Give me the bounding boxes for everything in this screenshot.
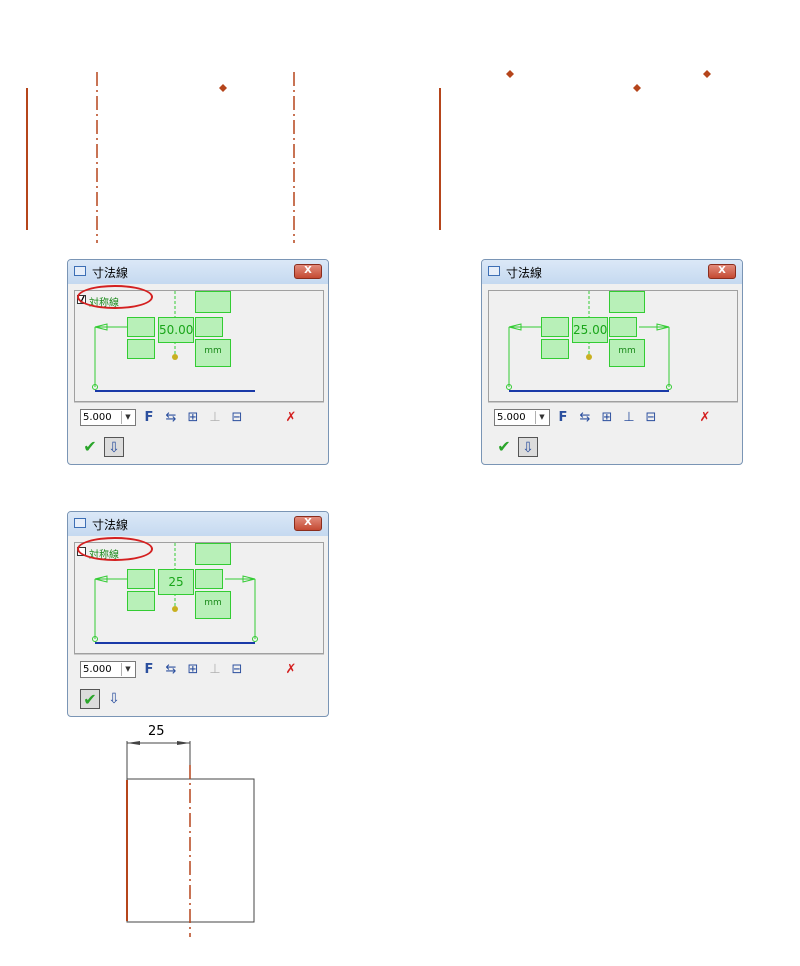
dimension-dialog-1: 寸法線 X 対称線 50.00 mm 5.000 ▼ F ⇆ ⊞ ⊥ ⊟ ✗ — [67, 259, 329, 465]
delete-icon[interactable]: ✗ — [699, 410, 711, 425]
text-box-top — [195, 543, 231, 565]
dialog-title: 寸法線 — [92, 266, 129, 280]
format-icon[interactable]: F — [144, 662, 154, 677]
ok-check-icon[interactable]: ✔ — [497, 437, 511, 456]
size-value: 5.000 — [497, 412, 526, 423]
chevron-down-icon[interactable]: ▼ — [535, 411, 548, 424]
format-icon[interactable]: F — [558, 410, 568, 425]
exit-door-icon[interactable]: ⇩ — [518, 437, 538, 457]
exit-door-icon[interactable]: ⇩ — [108, 691, 120, 707]
dimension-both-icon[interactable]: ⊟ — [645, 410, 657, 425]
dimension-edit-icon[interactable]: ⊞ — [187, 410, 199, 425]
dimension-preview: 25.00 mm — [488, 290, 738, 402]
dialog-title: 寸法線 — [506, 266, 543, 280]
diamond-marker — [703, 70, 711, 78]
chevron-down-icon[interactable]: ▼ — [121, 663, 134, 676]
delete-icon[interactable]: ✗ — [285, 662, 297, 677]
text-box-left-lower — [541, 339, 569, 359]
dialog-title: 寸法線 — [92, 518, 129, 532]
swap-arrow-icon[interactable]: ⇆ — [579, 410, 591, 425]
dimension-disabled-icon: ⊥ — [209, 410, 221, 425]
window-icon — [74, 266, 86, 276]
dimension-value-box: 25 — [158, 569, 194, 595]
dialog-toolbar: 5.000 ▼ F ⇆ ⊞ ⊥ ⊟ ✗ — [74, 402, 324, 433]
size-combo[interactable]: 5.000 ▼ — [80, 409, 136, 426]
window-icon — [74, 518, 86, 528]
dimension-both-icon[interactable]: ⊟ — [231, 410, 243, 425]
preview-graphic — [506, 291, 672, 392]
close-button[interactable]: X — [708, 264, 736, 279]
text-box-right — [195, 317, 223, 337]
unit-box: mm — [195, 339, 231, 367]
format-icon[interactable]: F — [144, 410, 154, 425]
unit-box: mm — [609, 339, 645, 367]
dimension-edit-icon[interactable]: ⊞ — [601, 410, 613, 425]
diamond-marker — [506, 70, 514, 78]
unit-box: mm — [195, 591, 231, 619]
dimension-value-box: 25.00 — [572, 317, 608, 343]
dialog-toolbar: 5.000 ▼ F ⇆ ⊞ ⊥ ⊟ ✗ — [488, 402, 738, 433]
dialog-bottom-bar: ✔ ⇩ — [488, 434, 738, 460]
swap-arrow-icon[interactable]: ⇆ — [165, 410, 177, 425]
ok-check-icon[interactable]: ✔ — [83, 437, 97, 456]
diamond-marker — [219, 84, 227, 92]
dimension-disabled-icon: ⊥ — [209, 662, 221, 677]
dimension-edit-icon[interactable]: ⊞ — [187, 662, 199, 677]
dialog-bottom-bar: ✔ ⇩ — [74, 434, 324, 460]
diamond-marker — [633, 84, 641, 92]
dimension-value-label: 25 — [148, 724, 165, 739]
dimension-dialog-2: 寸法線 X 25.00 mm 5.000 ▼ F ⇆ ⊞ ⊥ ⊟ ✗ — [481, 259, 743, 465]
swap-arrow-icon[interactable]: ⇆ — [165, 662, 177, 677]
dimension-both-icon[interactable]: ⊟ — [231, 662, 243, 677]
highlight-ellipse — [77, 285, 153, 309]
dimension-active-icon[interactable]: ⊥ — [623, 410, 635, 425]
text-box-left — [541, 317, 569, 337]
dialog-bottom-bar: ✔ ⇩ — [74, 686, 324, 712]
text-box-left-lower — [127, 591, 155, 611]
size-value: 5.000 — [83, 664, 112, 675]
highlight-ellipse — [77, 537, 153, 561]
arrow-right — [177, 741, 190, 745]
text-box-left — [127, 317, 155, 337]
delete-icon[interactable]: ✗ — [285, 410, 297, 425]
size-combo[interactable]: 5.000 ▼ — [80, 661, 136, 678]
text-box-top — [609, 291, 645, 313]
dimension-preview: 対称線 50.00 mm — [74, 285, 324, 402]
title-bar[interactable]: 寸法線 X — [482, 260, 742, 284]
title-bar[interactable]: 寸法線 X — [68, 512, 328, 536]
close-button[interactable]: X — [294, 264, 322, 279]
dimension-preview: 対称線 25 mm — [74, 537, 324, 654]
close-button[interactable]: X — [294, 516, 322, 531]
exit-door-icon[interactable]: ⇩ — [104, 437, 124, 457]
size-combo[interactable]: 5.000 ▼ — [494, 409, 550, 426]
dimension-value-box: 50.00 — [158, 317, 194, 343]
size-value: 5.000 — [83, 412, 112, 423]
preview-graphic — [92, 291, 255, 392]
text-box-left-lower — [127, 339, 155, 359]
chevron-down-icon[interactable]: ▼ — [121, 411, 134, 424]
text-box-top — [195, 291, 231, 313]
arrow-left — [127, 741, 140, 745]
text-box-right — [195, 569, 223, 589]
dialog-toolbar: 5.000 ▼ F ⇆ ⊞ ⊥ ⊟ ✗ — [74, 654, 324, 685]
text-box-left — [127, 569, 155, 589]
title-bar[interactable]: 寸法線 X — [68, 260, 328, 284]
window-icon — [488, 266, 500, 276]
ok-check-icon[interactable]: ✔ — [80, 689, 100, 709]
dimension-dialog-3: 寸法線 X 対称線 25 mm 5.000 ▼ F ⇆ ⊞ ⊥ — [67, 511, 329, 717]
text-box-right — [609, 317, 637, 337]
